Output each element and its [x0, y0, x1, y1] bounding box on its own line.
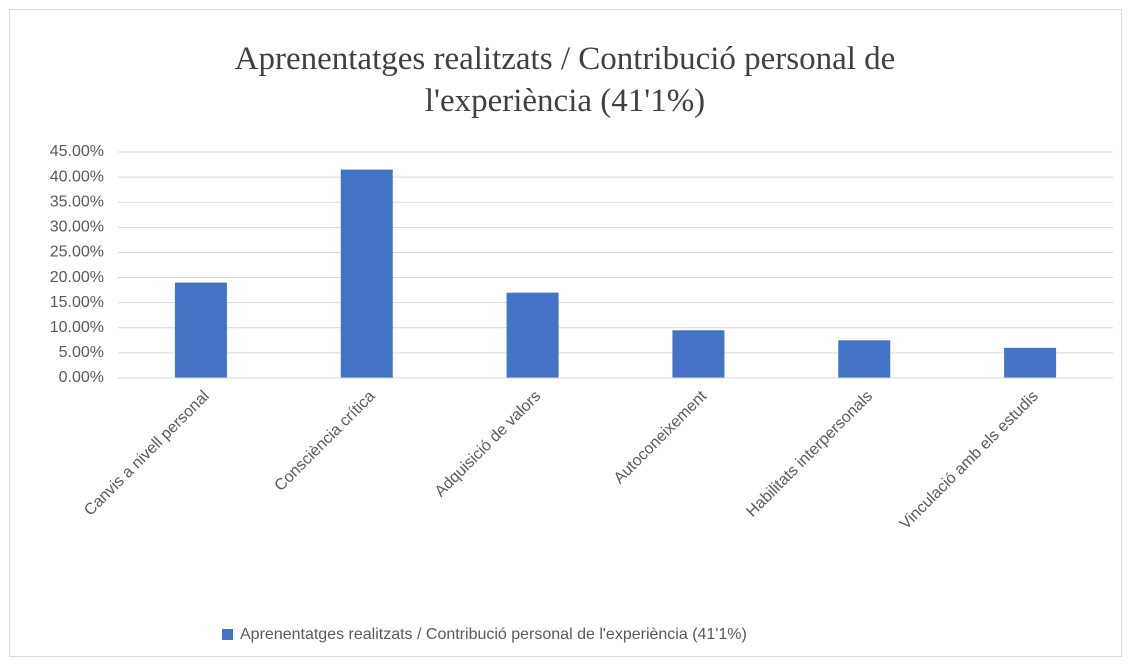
y-tick-label: 40.00% [50, 168, 104, 185]
bar [838, 340, 891, 378]
legend-label: Aprenentatges realitzats / Contribució p… [240, 626, 747, 643]
legend-swatch [222, 629, 233, 640]
bar [340, 169, 393, 378]
y-tick-label: 35.00% [50, 193, 104, 210]
y-tick-label: 25.00% [50, 244, 104, 261]
bar [174, 282, 227, 378]
bar [1004, 347, 1057, 378]
y-tick-label: 5.00% [59, 344, 104, 361]
y-tick-label: 30.00% [50, 219, 104, 236]
bar [672, 330, 725, 378]
y-tick-label: 0.00% [59, 369, 104, 386]
chart-title: Aprenentatges realitzats / Contribució p… [234, 41, 896, 119]
y-tick-label: 10.00% [50, 319, 104, 336]
y-tick-label: 45.00% [50, 143, 104, 160]
bar [506, 292, 559, 378]
y-tick-label: 15.00% [50, 294, 104, 311]
y-tick-label: 20.00% [50, 269, 104, 286]
